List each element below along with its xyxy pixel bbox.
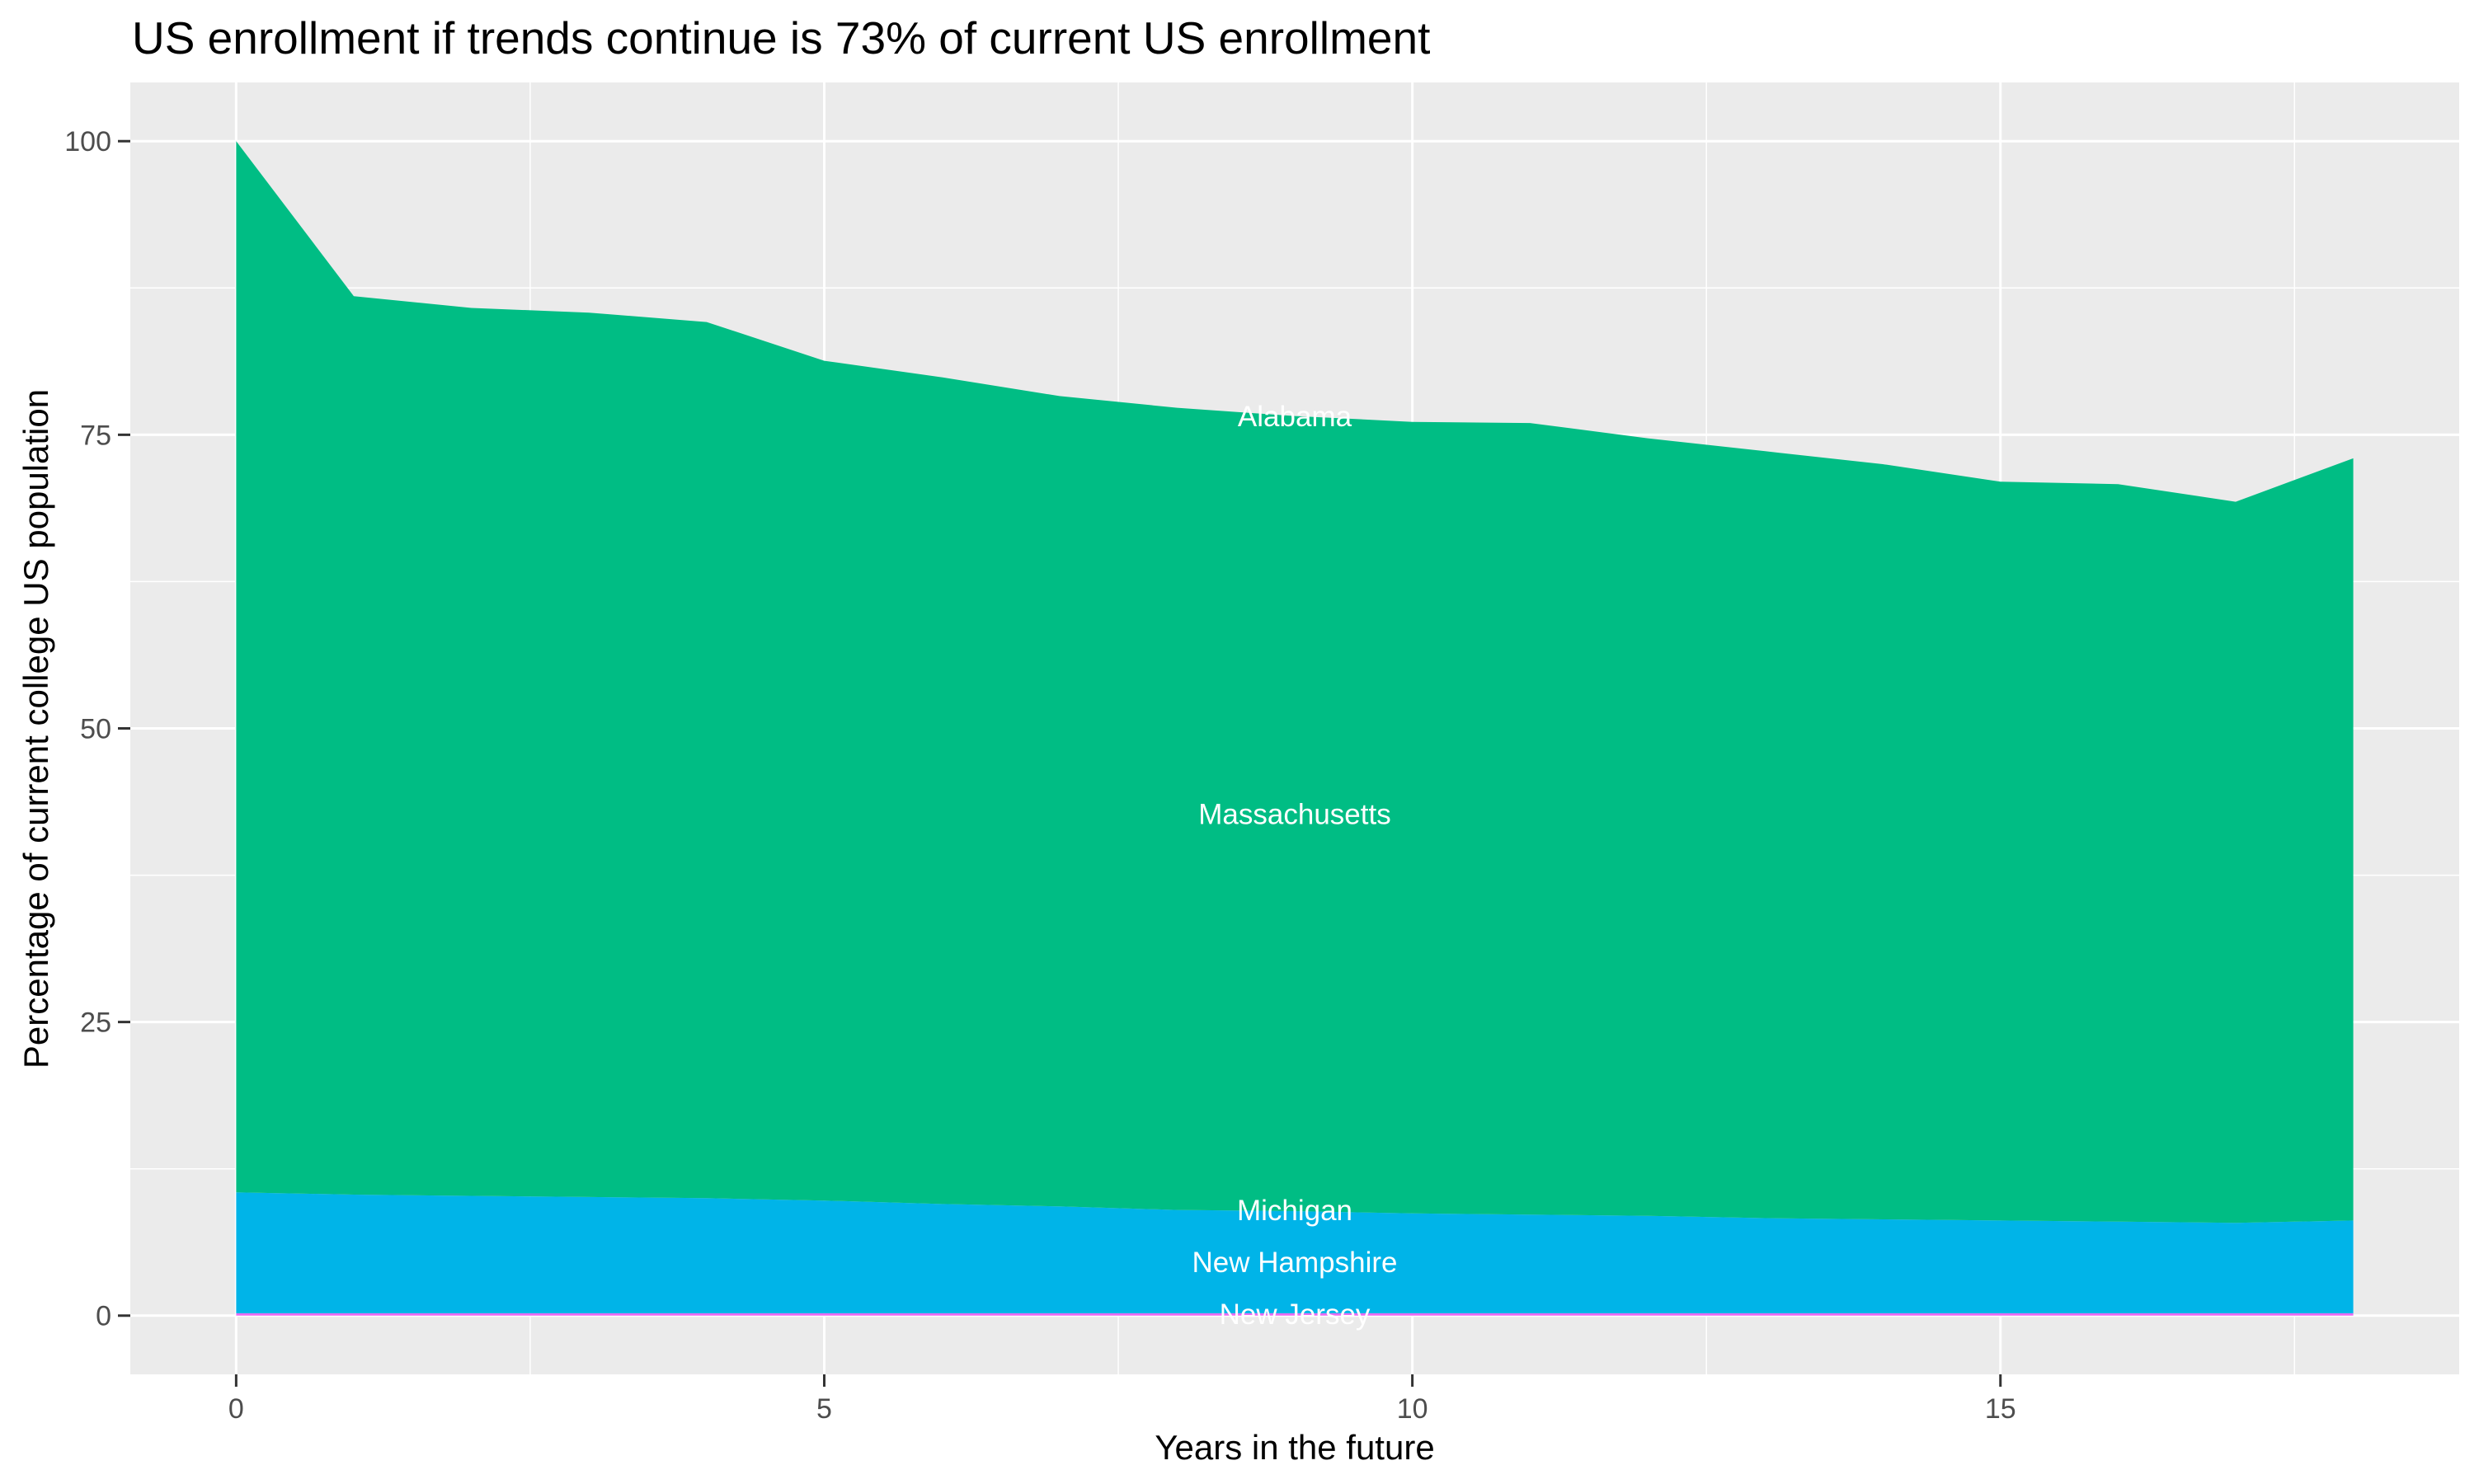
- y-axis-tick-label: 100: [64, 126, 111, 157]
- area-label-massachusetts: Massachusetts: [1198, 799, 1390, 831]
- area-massachusetts: [236, 141, 2354, 1223]
- area-label-michigan: Michigan: [1237, 1195, 1352, 1227]
- chart-title: US enrollment if trends continue is 73% …: [132, 12, 1431, 63]
- area-label-new-jersey: New Jersey: [1220, 1298, 1371, 1331]
- x-axis-tick-label: 5: [816, 1393, 832, 1425]
- x-axis-tick-label: 0: [228, 1393, 244, 1425]
- area-new-jersey: [236, 1313, 2354, 1316]
- y-axis-tick-label: 25: [80, 1007, 111, 1039]
- y-axis-tick-label: 0: [96, 1301, 111, 1332]
- x-axis-title: Years in the future: [1155, 1428, 1435, 1467]
- y-axis-tick-label: 50: [80, 713, 111, 744]
- y-axis-title: Percentage of current college US populat…: [16, 388, 55, 1069]
- area-label-alabama: Alabama: [1238, 401, 1352, 433]
- area-new-hampshire: [236, 1192, 2354, 1313]
- area-label-new-hampshire: New Hampshire: [1192, 1247, 1398, 1279]
- x-axis-tick-label: 15: [1985, 1393, 2016, 1425]
- x-axis-tick-label: 10: [1397, 1393, 1428, 1425]
- y-axis-tick-label: 75: [80, 420, 111, 451]
